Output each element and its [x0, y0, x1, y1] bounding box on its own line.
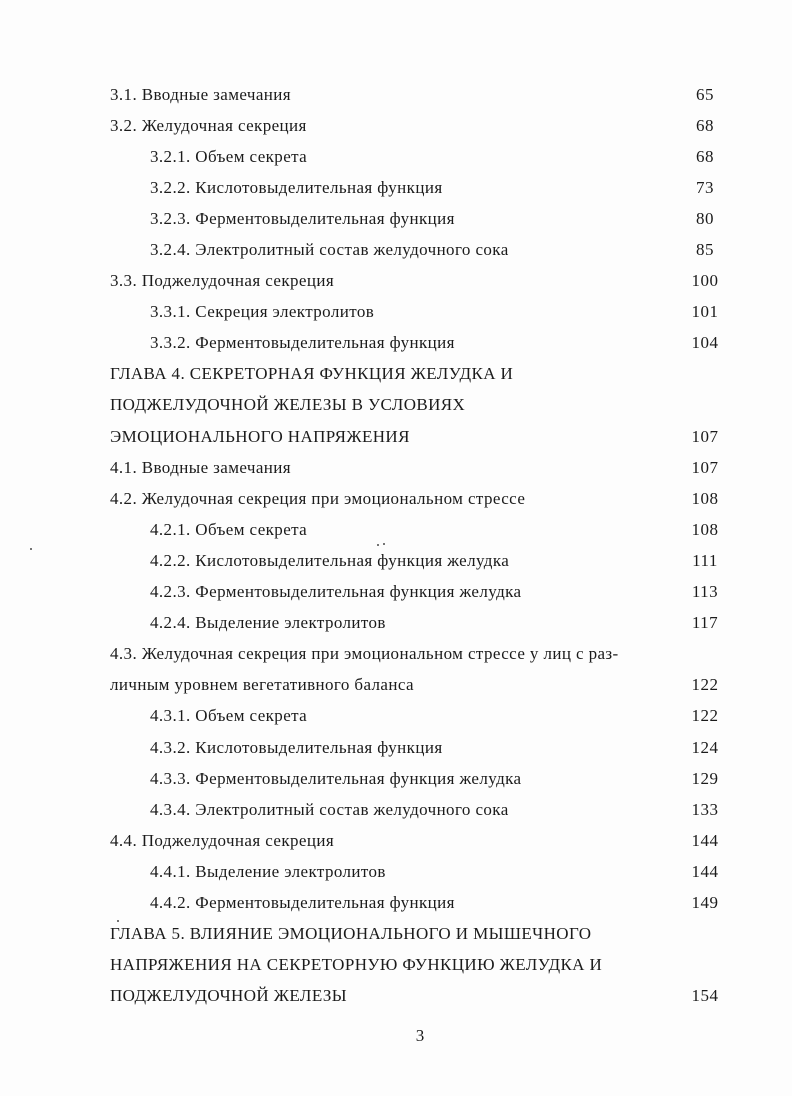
toc-entry-page: 108 — [691, 519, 719, 539]
toc-entry: ПОДЖЕЛУДОЧНОЙ ЖЕЛЕЗЫ 154 — [110, 981, 735, 1012]
toc-entry: 3.3.1. Секреция электролитов 101 — [110, 297, 735, 328]
toc-entry-text: 4.3.2. Кислотовыделительная функция — [150, 737, 443, 757]
toc-entry-text: 3.2.1. Объем секрета — [150, 146, 308, 166]
page-number: 3 — [415, 1026, 425, 1045]
toc-entry: 4.3.1. Объем секрета 122 — [110, 701, 735, 732]
toc-entry-page: 122 — [691, 675, 719, 695]
toc-entry-text: 3.3. Поджелудочная секреция — [110, 271, 335, 291]
toc-entry-text: 3.1. Вводные замечания — [110, 84, 292, 104]
toc-entry-text: 4.2.3. Ферментовыделительная функция жел… — [150, 582, 522, 602]
toc-entry: 4.1. Вводные замечания 107 — [110, 452, 735, 483]
toc-entry-text: 4.2.2. Кислотовыделительная функция желу… — [150, 550, 510, 570]
toc-entry: ГЛАВА 4. СЕКРЕТОРНАЯ ФУНКЦИЯ ЖЕЛУДКА И — [110, 359, 735, 390]
toc-entry: 4.3. Желудочная секреция при эмоциональн… — [110, 639, 735, 670]
toc-entry: 3.2.1. Объем секрета 68 — [110, 141, 735, 172]
toc-entry-text: 4.4.1. Выделение электролитов — [150, 861, 386, 881]
toc-entry: 4.2.4. Выделение электролитов 117 — [110, 608, 735, 639]
scan-artifact — [117, 920, 119, 922]
toc-entry: 3.2.2. Кислотовыделительная функция 73 — [110, 172, 735, 203]
toc-entry-page: 100 — [691, 271, 719, 291]
toc-entry-text: личным уровнем вегетативного баланса — [110, 675, 414, 695]
toc-entry-page: 68 — [696, 115, 714, 135]
toc-entry: 3.2. Желудочная секреция 68 — [110, 110, 735, 141]
toc-entry-text: 4.4.2. Ферментовыделительная функция — [150, 892, 455, 912]
toc-entry-text: 4.2.4. Выделение электролитов — [150, 613, 386, 633]
toc-entry: НАПРЯЖЕНИЯ НА СЕКРЕТОРНУЮ ФУНКЦИЮ ЖЕЛУДК… — [110, 950, 735, 981]
toc-entry-page: 122 — [691, 706, 719, 726]
toc-entry: 4.2. Желудочная секреция при эмоциональн… — [110, 483, 735, 514]
toc-entry-page: 108 — [691, 488, 719, 508]
toc-entry-text: 3.2.3. Ферментовыделительная функция — [150, 208, 455, 228]
toc-entry: 4.2.2. Кислотовыделительная функция желу… — [110, 545, 735, 576]
toc-entry-text: 3.3.2. Ферментовыделительная функция — [150, 333, 455, 353]
toc-entry-text: 3.2.2. Кислотовыделительная функция — [150, 177, 443, 197]
toc-entry-text: 3.2. Желудочная секреция — [110, 115, 307, 135]
toc-entry: 3.1. Вводные замечания 65 — [110, 79, 735, 110]
toc-entry-text: ПОДЖЕЛУДОЧНОЙ ЖЕЛЕЗЫ — [110, 986, 347, 1006]
toc-entry-page: 154 — [691, 986, 719, 1006]
toc-entry-text: ГЛАВА 5. ВЛИЯНИЕ ЭМОЦИОНАЛЬНОГО И МЫШЕЧН… — [110, 924, 592, 944]
scan-artifact — [377, 544, 379, 546]
toc-entry-text: 4.3.4. Электролитный состав желудочного … — [150, 799, 509, 819]
toc-entry-page: 149 — [691, 892, 719, 912]
toc-entry-page: 144 — [691, 861, 719, 881]
toc-entry: 3.2.4. Электролитный состав желудочного … — [110, 234, 735, 265]
table-of-contents: 3.1. Вводные замечания 65 3.2. Желудочная … — [110, 79, 735, 1012]
toc-entry: 3.3. Поджелудочная секреция 100 — [110, 266, 735, 297]
scan-artifact — [30, 548, 32, 550]
toc-entry-text: 3.2.4. Электролитный состав желудочного … — [150, 240, 509, 260]
toc-entry-page: 107 — [691, 457, 719, 477]
toc-entry-page: 129 — [691, 768, 719, 788]
toc-entry-text: 4.2. Желудочная секреция при эмоциональн… — [110, 488, 526, 508]
toc-entry-text: 4.1. Вводные замечания — [110, 457, 292, 477]
toc-entry: 3.2.3. Ферментовыделительная функция 80 — [110, 203, 735, 234]
toc-entry-text: 4.3. Желудочная секреция при эмоциональн… — [110, 644, 619, 664]
toc-entry: 4.3.4. Электролитный состав желудочного … — [110, 794, 735, 825]
toc-entry: 4.2.3. Ферментовыделительная функция жел… — [110, 577, 735, 608]
toc-entry-page: 144 — [691, 830, 719, 850]
toc-entry: ГЛАВА 5. ВЛИЯНИЕ ЭМОЦИОНАЛЬНОГО И МЫШЕЧН… — [110, 919, 735, 950]
toc-entry-page: 104 — [691, 333, 719, 353]
toc-entry-text: ПОДЖЕЛУДОЧНОЙ ЖЕЛЕЗЫ В УСЛОВИЯХ — [110, 395, 466, 415]
toc-entry-page: 68 — [696, 146, 714, 166]
toc-entry-page: 107 — [691, 426, 719, 446]
toc-entry: 4.3.3. Ферментовыделительная функция жел… — [110, 763, 735, 794]
toc-entry-page: 85 — [696, 240, 714, 260]
toc-entry: 4.4. Поджелудочная секреция 144 — [110, 825, 735, 856]
toc-entry-page: 111 — [692, 550, 718, 570]
toc-entry: 4.4.2. Ферментовыделительная функция 149 — [110, 887, 735, 918]
toc-entry-text: 4.3.3. Ферментовыделительная функция жел… — [150, 768, 522, 788]
toc-entry-text: 3.3.1. Секреция электролитов — [150, 302, 375, 322]
toc-entry: 3.3.2. Ферментовыделительная функция 104 — [110, 328, 735, 359]
toc-entry-page: 133 — [691, 799, 719, 819]
toc-entry: ПОДЖЕЛУДОЧНОЙ ЖЕЛЕЗЫ В УСЛОВИЯХ — [110, 390, 735, 421]
toc-entry-page: 80 — [696, 208, 714, 228]
toc-entry: 4.4.1. Выделение электролитов 144 — [110, 856, 735, 887]
toc-entry: 4.2.1. Объем секрета 108 — [110, 514, 735, 545]
toc-entry-text: ГЛАВА 4. СЕКРЕТОРНАЯ ФУНКЦИЯ ЖЕЛУДКА И — [110, 364, 514, 384]
toc-entry-text: НАПРЯЖЕНИЯ НА СЕКРЕТОРНУЮ ФУНКЦИЮ ЖЕЛУДК… — [110, 955, 603, 975]
toc-entry: 4.3.2. Кислотовыделительная функция 124 — [110, 732, 735, 763]
toc-entry-text: 4.4. Поджелудочная секреция — [110, 830, 335, 850]
toc-entry-text: ЭМОЦИОНАЛЬНОГО НАПРЯЖЕНИЯ — [110, 426, 410, 446]
toc-entry-text: 4.3.1. Объем секрета — [150, 706, 308, 726]
toc-entry-text: 4.2.1. Объем секрета — [150, 519, 308, 539]
toc-entry-page: 65 — [696, 84, 714, 104]
toc-entry: личным уровнем вегетативного баланса 122 — [110, 670, 735, 701]
toc-entry-page: 73 — [696, 177, 714, 197]
toc-entry-page: 113 — [691, 582, 719, 602]
toc-entry-page: 117 — [691, 613, 719, 633]
toc-entry-page: 124 — [691, 737, 719, 757]
toc-entry: ЭМОЦИОНАЛЬНОГО НАПРЯЖЕНИЯ 107 — [110, 421, 735, 452]
toc-entry-page: 101 — [691, 302, 719, 322]
